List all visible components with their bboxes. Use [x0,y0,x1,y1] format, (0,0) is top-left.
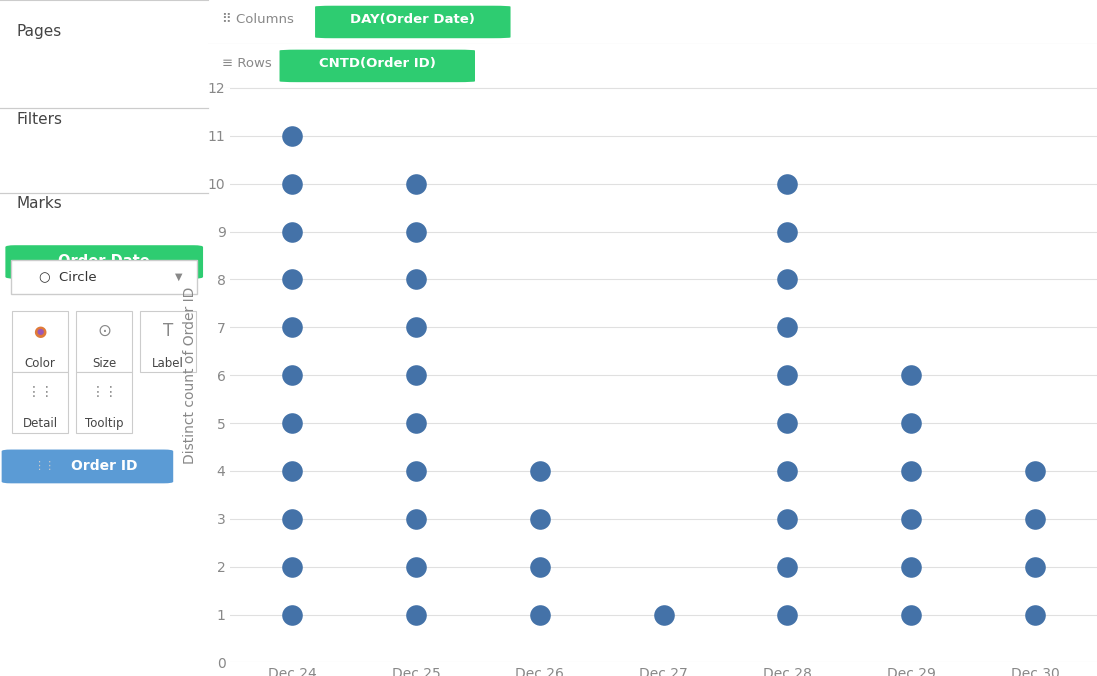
Text: ⠿ Columns: ⠿ Columns [222,14,294,26]
Point [903,418,920,429]
FancyBboxPatch shape [76,372,133,433]
Text: ●: ● [36,327,44,336]
Text: ⋮⋮: ⋮⋮ [90,385,118,399]
Point [407,322,425,333]
Point [655,609,672,620]
Point [531,609,548,620]
Text: ▼: ▼ [176,272,182,282]
Point [407,418,425,429]
Text: DAY(Order Date): DAY(Order Date) [350,14,475,26]
Point [779,226,796,237]
Text: Color: Color [25,356,56,370]
Point [531,514,548,525]
Point [407,178,425,189]
Point [531,561,548,572]
Point [407,514,425,525]
Point [531,466,548,477]
Point [779,322,796,333]
Point [903,466,920,477]
Point [283,514,301,525]
FancyBboxPatch shape [140,311,196,372]
Text: Label: Label [152,356,184,370]
Point [283,130,301,141]
Point [1027,561,1044,572]
Point [283,418,301,429]
FancyBboxPatch shape [11,260,197,294]
Point [283,274,301,285]
Text: T: T [163,322,173,340]
FancyBboxPatch shape [12,311,68,372]
Point [407,561,425,572]
Text: ⋮⋮: ⋮⋮ [26,385,54,399]
Point [903,370,920,381]
Point [283,370,301,381]
Point [779,274,796,285]
Point [283,466,301,477]
Text: ⊙: ⊙ [98,322,111,340]
Point [283,178,301,189]
Point [407,609,425,620]
Point [779,514,796,525]
Point [779,466,796,477]
Text: Order ID: Order ID [71,460,137,473]
Point [283,226,301,237]
Point [779,370,796,381]
Y-axis label: Distinct count of Order ID: Distinct count of Order ID [182,287,196,464]
Text: ●: ● [34,324,47,339]
Text: ○  Circle: ○ Circle [39,270,97,284]
Point [1027,466,1044,477]
Text: Filters: Filters [16,112,63,126]
Text: ⋮⋮: ⋮⋮ [33,462,56,471]
Point [283,561,301,572]
FancyBboxPatch shape [315,5,510,39]
Point [1027,609,1044,620]
Point [407,370,425,381]
Point [407,226,425,237]
Point [1027,514,1044,525]
Point [779,178,796,189]
FancyBboxPatch shape [12,372,68,433]
Point [903,561,920,572]
Point [903,514,920,525]
FancyBboxPatch shape [76,311,133,372]
Point [779,418,796,429]
Text: Detail: Detail [23,417,58,431]
Point [407,466,425,477]
Point [779,609,796,620]
Point [903,609,920,620]
Point [283,322,301,333]
Text: Marks: Marks [16,196,63,211]
FancyBboxPatch shape [1,450,173,483]
Text: Order Date: Order Date [58,254,150,270]
Point [779,561,796,572]
Text: ≡ Rows: ≡ Rows [222,57,272,70]
Point [407,274,425,285]
FancyBboxPatch shape [280,49,475,82]
Text: Size: Size [92,356,116,370]
FancyBboxPatch shape [5,245,203,279]
Text: Pages: Pages [16,24,61,39]
Text: CNTD(Order ID): CNTD(Order ID) [319,57,436,70]
Point [283,609,301,620]
Text: Tooltip: Tooltip [84,417,124,431]
